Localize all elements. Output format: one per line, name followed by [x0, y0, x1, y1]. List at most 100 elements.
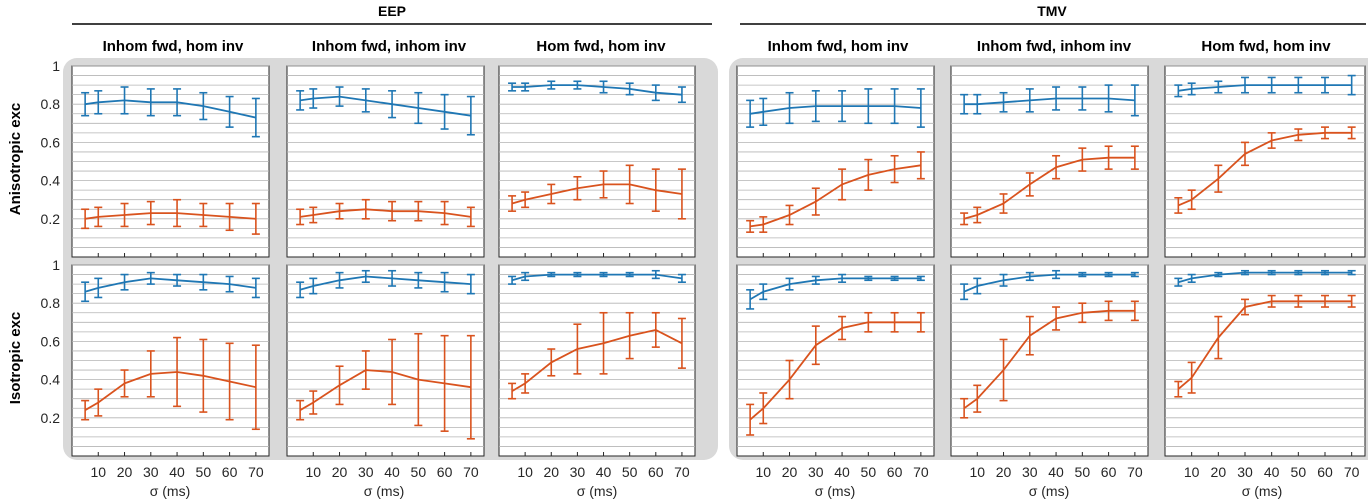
panel-tmv-anisotropic-1	[736, 65, 935, 258]
x-tick-label: 50	[1075, 464, 1091, 480]
orange-mean-line	[963, 156, 1135, 220]
x-tick-label: 10	[305, 464, 321, 480]
panel-eep-anisotropic-2	[286, 65, 485, 258]
orange-series	[960, 300, 1139, 419]
panel-eep-isotropic-2	[286, 264, 485, 457]
panels	[71, 65, 1366, 457]
orange-series	[960, 145, 1139, 226]
orange-mean-line	[511, 328, 683, 392]
panel-eep-isotropic-1	[71, 264, 270, 457]
orange-mean-line	[84, 212, 256, 220]
x-tick-label: 60	[887, 464, 903, 480]
blue-mean-line	[749, 105, 921, 115]
x-axis-label-3: σ (ms)	[577, 483, 618, 499]
x-tick-label: 50	[622, 464, 638, 480]
panel-eep-anisotropic-1	[71, 65, 270, 258]
y-tick-label: 0.2	[41, 211, 61, 227]
group-title-tmv: TMV	[1037, 3, 1067, 19]
x-tick-label: 50	[411, 464, 427, 480]
orange-series	[296, 332, 475, 440]
x-tick-label: 20	[782, 464, 798, 480]
x-tick-label: 30	[1237, 464, 1253, 480]
blue-series	[508, 80, 686, 104]
y-tick-label: 1	[52, 257, 60, 273]
orange-mean-line	[511, 183, 683, 205]
x-tick-label: 50	[861, 464, 877, 480]
orange-series	[508, 164, 686, 220]
x-tick-label: 10	[969, 464, 985, 480]
x-tick-label: 70	[1344, 464, 1360, 480]
y-tick-label: 0.8	[41, 295, 61, 311]
orange-mean-line	[749, 164, 922, 228]
y-tick-label: 0.4	[41, 372, 61, 388]
blue-series	[1174, 269, 1356, 287]
x-tick-label: 20	[543, 464, 559, 480]
orange-series	[1174, 294, 1356, 398]
orange-mean-line	[84, 371, 257, 411]
blue-series	[508, 269, 686, 285]
x-axis-label-4: σ (ms)	[815, 483, 856, 499]
orange-mean-line	[1177, 300, 1352, 390]
x-axis-label-5: σ (ms)	[1029, 483, 1070, 499]
column-title-tmv-3: Hom fwd, hom inv	[1201, 38, 1331, 55]
x-tick-label: 50	[1291, 464, 1307, 480]
blue-mean-line	[84, 99, 257, 119]
x-tick-label: 20	[1211, 464, 1227, 480]
y-tick-labels: 0.2 0.4 0.6 0.8 1 0.2 0.4 0.6 0.8 1	[41, 58, 61, 426]
column-title-eep-2: Inhom fwd, inhom inv	[312, 38, 467, 55]
orange-mean-line	[299, 369, 472, 411]
blue-mean-line	[299, 95, 472, 117]
y-tick-label: 0.8	[41, 96, 61, 112]
orange-series	[746, 151, 925, 233]
column-title-tmv-2: Inhom fwd, inhom inv	[977, 38, 1132, 55]
x-tick-label: 30	[570, 464, 586, 480]
x-tick-label: 20	[332, 464, 348, 480]
y-tick-label: 1	[52, 58, 60, 74]
y-tick-label: 0.4	[41, 173, 61, 189]
blue-mean-line	[84, 277, 257, 293]
column-title-tmv-1: Inhom fwd, hom inv	[768, 38, 909, 55]
x-tick-label: 40	[1264, 464, 1280, 480]
x-tick-label: 60	[1101, 464, 1117, 480]
y-tick-label: 0.6	[41, 134, 61, 150]
blue-mean-line	[1178, 271, 1352, 284]
blue-mean-line	[749, 277, 921, 301]
panel-eep-anisotropic-3	[498, 65, 696, 258]
x-tick-label: 70	[1127, 464, 1143, 480]
panel-tmv-anisotropic-3	[1164, 65, 1366, 258]
orange-mean-line	[299, 208, 472, 218]
x-tick-label: 30	[358, 464, 374, 480]
group-title-eep: EEP	[378, 3, 406, 19]
blue-series	[81, 271, 260, 303]
orange-mean-line	[963, 309, 1135, 410]
column-title-eep-1: Inhom fwd, hom inv	[103, 38, 244, 55]
x-tick-label: 40	[169, 464, 185, 480]
x-tick-label: 70	[674, 464, 690, 480]
panel-tmv-isotropic-1	[736, 264, 935, 457]
blue-series	[1174, 74, 1356, 98]
orange-series	[81, 336, 260, 431]
row-label-isotropic: Isotropic exc	[7, 312, 24, 405]
panel-tmv-isotropic-3	[1164, 264, 1366, 457]
blue-mean-line	[511, 273, 683, 282]
x-tick-label: 40	[384, 464, 400, 480]
y-tick-label: 0.2	[41, 410, 61, 426]
blue-series	[296, 269, 475, 299]
blue-mean-line	[512, 84, 682, 96]
x-tick-label: 70	[463, 464, 479, 480]
x-tick-label: 40	[1048, 464, 1064, 480]
x-tick-label: 40	[834, 464, 850, 480]
blue-series	[296, 86, 475, 136]
x-tick-label: 70	[248, 464, 264, 480]
x-tick-label: 20	[996, 464, 1012, 480]
blue-mean-line	[1178, 84, 1352, 92]
x-tick-label: 60	[1317, 464, 1333, 480]
blue-mean-line	[963, 273, 1135, 293]
x-tick-label: 30	[1022, 464, 1038, 480]
blue-series	[81, 86, 260, 138]
x-tick-label: 50	[196, 464, 212, 480]
column-title-eep-3: Hom fwd, hom inv	[536, 38, 666, 55]
x-tick-label: 20	[117, 464, 133, 480]
x-tick-label: 30	[808, 464, 824, 480]
